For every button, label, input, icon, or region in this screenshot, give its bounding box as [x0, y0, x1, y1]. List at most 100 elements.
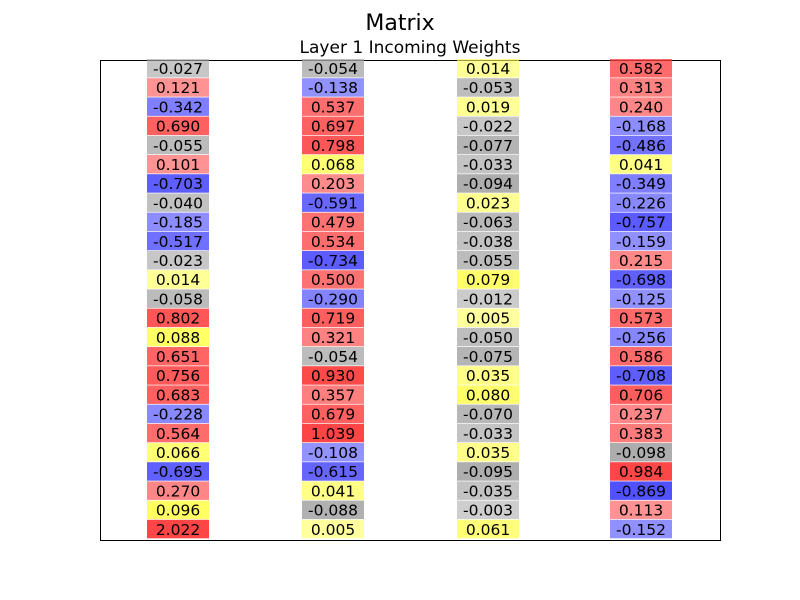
matrix-cell — [610, 193, 672, 212]
matrix-cell-value: 0.798 — [311, 137, 355, 155]
matrix-cell-value: -0.226 — [616, 194, 666, 212]
matrix-cell — [457, 97, 519, 116]
matrix-cell-value: 0.500 — [311, 271, 355, 289]
matrix-cell — [147, 251, 209, 270]
matrix-cell — [147, 366, 209, 385]
matrix-cell — [457, 212, 519, 232]
matrix-cell-value: -0.591 — [308, 194, 358, 212]
matrix-cell-value: -0.054 — [308, 60, 358, 78]
matrix-cell-value: -0.708 — [616, 367, 666, 385]
matrix-cell — [457, 78, 519, 97]
matrix-cell — [147, 289, 209, 308]
matrix-cell-value: -0.023 — [153, 252, 203, 270]
matrix-cell — [302, 116, 364, 136]
matrix-cell — [457, 347, 519, 366]
matrix-cell-value: 0.041 — [619, 156, 663, 174]
matrix-cell-value: -0.035 — [463, 482, 513, 500]
matrix-cell-value: -0.095 — [463, 463, 513, 481]
matrix-cell-value: 0.237 — [619, 406, 663, 424]
matrix-cell — [147, 193, 209, 212]
matrix-cell-value: 0.930 — [311, 367, 355, 385]
matrix-cell-value: 0.023 — [466, 194, 510, 212]
matrix-cell — [610, 519, 672, 539]
matrix-cell-value: 0.573 — [619, 310, 663, 328]
matrix-cell — [302, 231, 364, 251]
matrix-cell-value: -0.290 — [308, 290, 358, 308]
matrix-cell — [457, 366, 519, 385]
matrix-cell — [457, 500, 519, 520]
matrix-cell — [457, 251, 519, 270]
matrix-cell — [302, 423, 364, 443]
matrix-cell — [302, 289, 364, 308]
matrix-cell-value: -0.486 — [616, 137, 666, 155]
matrix-cell-value: -0.228 — [153, 406, 203, 424]
matrix-cell — [610, 78, 672, 97]
matrix-cell-value: 0.068 — [311, 156, 355, 174]
matrix-cell — [457, 327, 519, 347]
matrix-cell — [147, 481, 209, 500]
matrix-cell — [302, 193, 364, 212]
matrix-cell-value: 0.035 — [466, 367, 510, 385]
matrix-cell — [610, 155, 672, 174]
matrix-cell-value: -0.349 — [616, 175, 666, 193]
matrix-cell-value: -0.075 — [463, 348, 513, 366]
matrix-cell — [610, 443, 672, 462]
matrix-cell — [457, 155, 519, 174]
matrix-cell — [302, 78, 364, 97]
matrix-cell — [457, 116, 519, 136]
matrix-cell — [302, 155, 364, 174]
matrix-cell-value: -0.012 — [463, 290, 513, 308]
matrix-cell — [610, 327, 672, 347]
matrix-cell — [147, 308, 209, 328]
matrix-cell-value: 0.679 — [311, 406, 355, 424]
matrix-cell — [610, 500, 672, 520]
matrix-cell-value: -0.703 — [153, 175, 203, 193]
matrix-cell — [610, 97, 672, 116]
matrix-cell — [147, 270, 209, 289]
matrix-cell — [147, 404, 209, 424]
matrix-cell-value: -0.517 — [153, 233, 203, 251]
matrix-cell — [147, 116, 209, 136]
chart-subtitle: Layer 1 Incoming Weights — [300, 38, 521, 58]
matrix-cell-value: 0.096 — [156, 502, 200, 520]
matrix-cell — [610, 251, 672, 270]
matrix-cell — [457, 404, 519, 424]
matrix-cell — [610, 347, 672, 366]
matrix-cell — [457, 423, 519, 443]
matrix-cell-value: -0.027 — [153, 60, 203, 78]
chart-title: Matrix — [365, 11, 434, 36]
matrix-cell — [302, 519, 364, 539]
matrix-cell — [457, 443, 519, 462]
matrix-cell-value: 0.534 — [311, 233, 355, 251]
matrix-cell-value: -0.098 — [616, 444, 666, 462]
matrix-cell — [302, 174, 364, 193]
matrix-cell-value: -0.342 — [153, 98, 203, 116]
matrix-cell-value: -0.168 — [616, 118, 666, 136]
matrix-cell-value: -0.053 — [463, 79, 513, 97]
matrix-cell — [302, 385, 364, 404]
matrix-cell — [610, 135, 672, 155]
matrix-cell — [457, 270, 519, 289]
matrix-cell — [147, 462, 209, 481]
matrix-cell — [302, 500, 364, 520]
matrix-cell-value: -0.070 — [463, 406, 513, 424]
matrix-cell-value: 0.215 — [619, 252, 663, 270]
matrix-cell — [302, 481, 364, 500]
plot-frame — [100, 60, 721, 541]
matrix-cell — [610, 212, 672, 232]
matrix-cell-value: 0.061 — [466, 521, 510, 539]
matrix-cell-value: -0.125 — [616, 290, 666, 308]
matrix-cell — [302, 404, 364, 424]
matrix-cell-value: 0.005 — [311, 521, 355, 539]
matrix-cell — [302, 366, 364, 385]
matrix-cell — [147, 59, 209, 78]
matrix-cell — [147, 135, 209, 155]
matrix-cell-value: -0.734 — [308, 252, 358, 270]
matrix-cell — [302, 97, 364, 116]
matrix-cell — [610, 116, 672, 136]
matrix-cell — [302, 347, 364, 366]
matrix-cell-value: 2.022 — [156, 521, 200, 539]
matrix-cell-value: -0.055 — [463, 252, 513, 270]
matrix-cell-value: 0.113 — [619, 502, 663, 520]
matrix-cell-value: -0.094 — [463, 175, 513, 193]
